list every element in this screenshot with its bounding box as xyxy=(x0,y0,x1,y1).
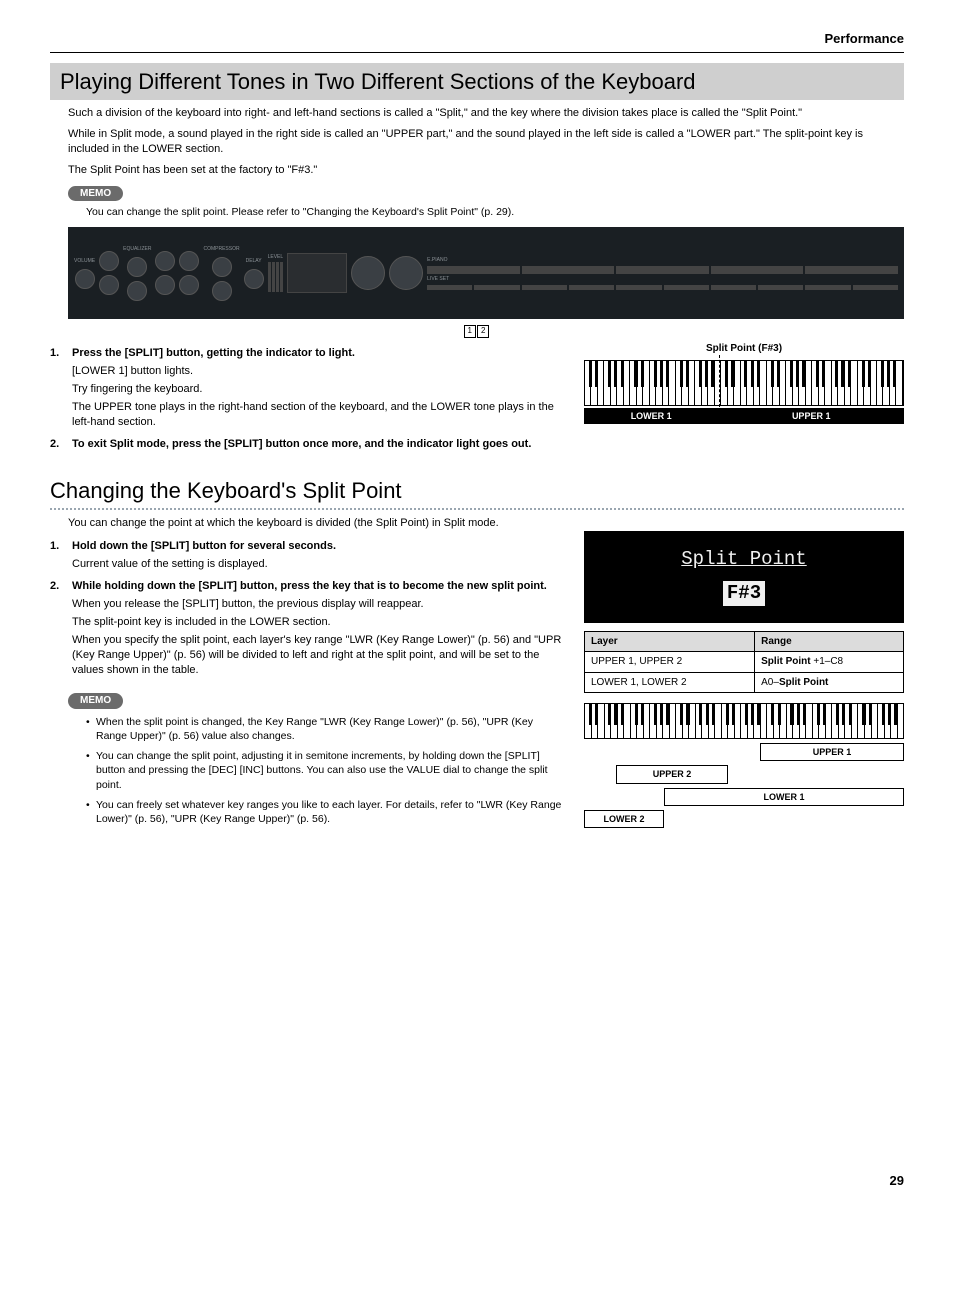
step-num: 1. xyxy=(50,539,72,572)
memo-bullets: When the split point is changed, the Key… xyxy=(86,715,564,826)
range-upper1: UPPER 1 xyxy=(760,743,904,761)
section-name: Performance xyxy=(50,30,904,52)
range-lower1: LOWER 1 xyxy=(664,788,904,806)
page-number: 29 xyxy=(50,1172,904,1190)
step-num: 2. xyxy=(50,437,72,452)
intro-p2: While in Split mode, a sound played in t… xyxy=(68,127,904,157)
range-table: Layer Range UPPER 1, UPPER 2 Split Point… xyxy=(584,631,904,694)
step-1: 1. Press the [SPLIT] button, getting the… xyxy=(50,346,564,429)
step-sub: [LOWER 1] button lights. xyxy=(72,364,564,379)
keyboard-graphic xyxy=(584,360,904,406)
steps-list-1: 1. Press the [SPLIT] button, getting the… xyxy=(50,346,564,452)
lcd-value: F#3 xyxy=(723,581,765,607)
split-caption: Split Point (F#3) xyxy=(584,342,904,356)
intro-p3: The Split Point has been set at the fact… xyxy=(68,163,904,178)
step-title: Hold down the [SPLIT] button for several… xyxy=(72,539,564,554)
kb-label-lower: LOWER 1 xyxy=(584,408,718,424)
range-keyboard xyxy=(584,703,904,739)
step-sub: Try fingering the keyboard. xyxy=(72,382,564,397)
range-upper2: UPPER 2 xyxy=(616,765,728,783)
table-cell: A0–Split Point xyxy=(755,672,904,693)
intro-p1: Such a division of the keyboard into rig… xyxy=(68,106,904,121)
memo-badge-2: MEMO xyxy=(68,693,123,709)
lcd-line1: Split Point xyxy=(594,547,894,573)
panel-illustration: VOLUME EQUALIZER COMPRESSOR DELAY LEVEL … xyxy=(68,227,904,319)
table-cell: UPPER 1, UPPER 2 xyxy=(585,652,755,673)
memo-badge-1: MEMO xyxy=(68,186,123,202)
split-keyboard-diagram: Split Point (F#3) LOWER 1 UPPER 1 xyxy=(584,342,904,424)
section-title-2: Changing the Keyboard's Split Point xyxy=(50,476,904,508)
step-title: Press the [SPLIT] button, getting the in… xyxy=(72,346,564,361)
dotted-rule xyxy=(50,508,904,510)
step-sub: When you specify the split point, each l… xyxy=(72,633,564,678)
callout-1: 1 xyxy=(464,325,476,338)
memo-text-1: You can change the split point. Please r… xyxy=(86,205,904,219)
steps-list-2: 1. Hold down the [SPLIT] button for seve… xyxy=(50,539,564,678)
table-row: LOWER 1, LOWER 2 A0–Split Point xyxy=(585,672,904,693)
step-title: To exit Split mode, press the [SPLIT] bu… xyxy=(72,437,564,452)
keyboard-labels: LOWER 1 UPPER 1 xyxy=(584,408,904,424)
memo-bullet: You can change the split point, adjustin… xyxy=(86,749,564,792)
table-row: UPPER 1, UPPER 2 Split Point +1–C8 xyxy=(585,652,904,673)
step-sub: The UPPER tone plays in the right-hand s… xyxy=(72,400,564,430)
callout-2: 2 xyxy=(477,325,489,338)
header-rule: Performance xyxy=(50,30,904,53)
step-title: While holding down the [SPLIT] button, p… xyxy=(72,579,564,594)
section-title-1: Playing Different Tones in Two Different… xyxy=(50,63,904,101)
table-cell: Split Point +1–C8 xyxy=(755,652,904,673)
step-sub: When you release the [SPLIT] button, the… xyxy=(72,597,564,612)
split-callout: 12 xyxy=(50,323,904,338)
intro2: You can change the point at which the ke… xyxy=(68,516,904,531)
step-num: 2. xyxy=(50,579,72,677)
step-2-1: 1. Hold down the [SPLIT] button for seve… xyxy=(50,539,564,572)
kb-label-upper: UPPER 1 xyxy=(718,408,904,424)
table-cell: LOWER 1, LOWER 2 xyxy=(585,672,755,693)
step-num: 1. xyxy=(50,346,72,429)
step-sub: The split-point key is included in the L… xyxy=(72,615,564,630)
step-sub: Current value of the setting is displaye… xyxy=(72,557,564,572)
step-2: 2. To exit Split mode, press the [SPLIT]… xyxy=(50,437,564,452)
table-header-row: Layer Range xyxy=(585,631,904,652)
memo-bullet: You can freely set whatever key ranges y… xyxy=(86,798,564,826)
table-header: Range xyxy=(755,631,904,652)
table-header: Layer xyxy=(585,631,755,652)
lcd-display: Split Point F#3 xyxy=(584,531,904,623)
layer-range-diagram: UPPER 1 UPPER 2 LOWER 1 LOWER 2 xyxy=(584,703,904,828)
memo-bullet: When the split point is changed, the Key… xyxy=(86,715,564,743)
step-2-2: 2. While holding down the [SPLIT] button… xyxy=(50,579,564,677)
range-lower2: LOWER 2 xyxy=(584,810,664,828)
